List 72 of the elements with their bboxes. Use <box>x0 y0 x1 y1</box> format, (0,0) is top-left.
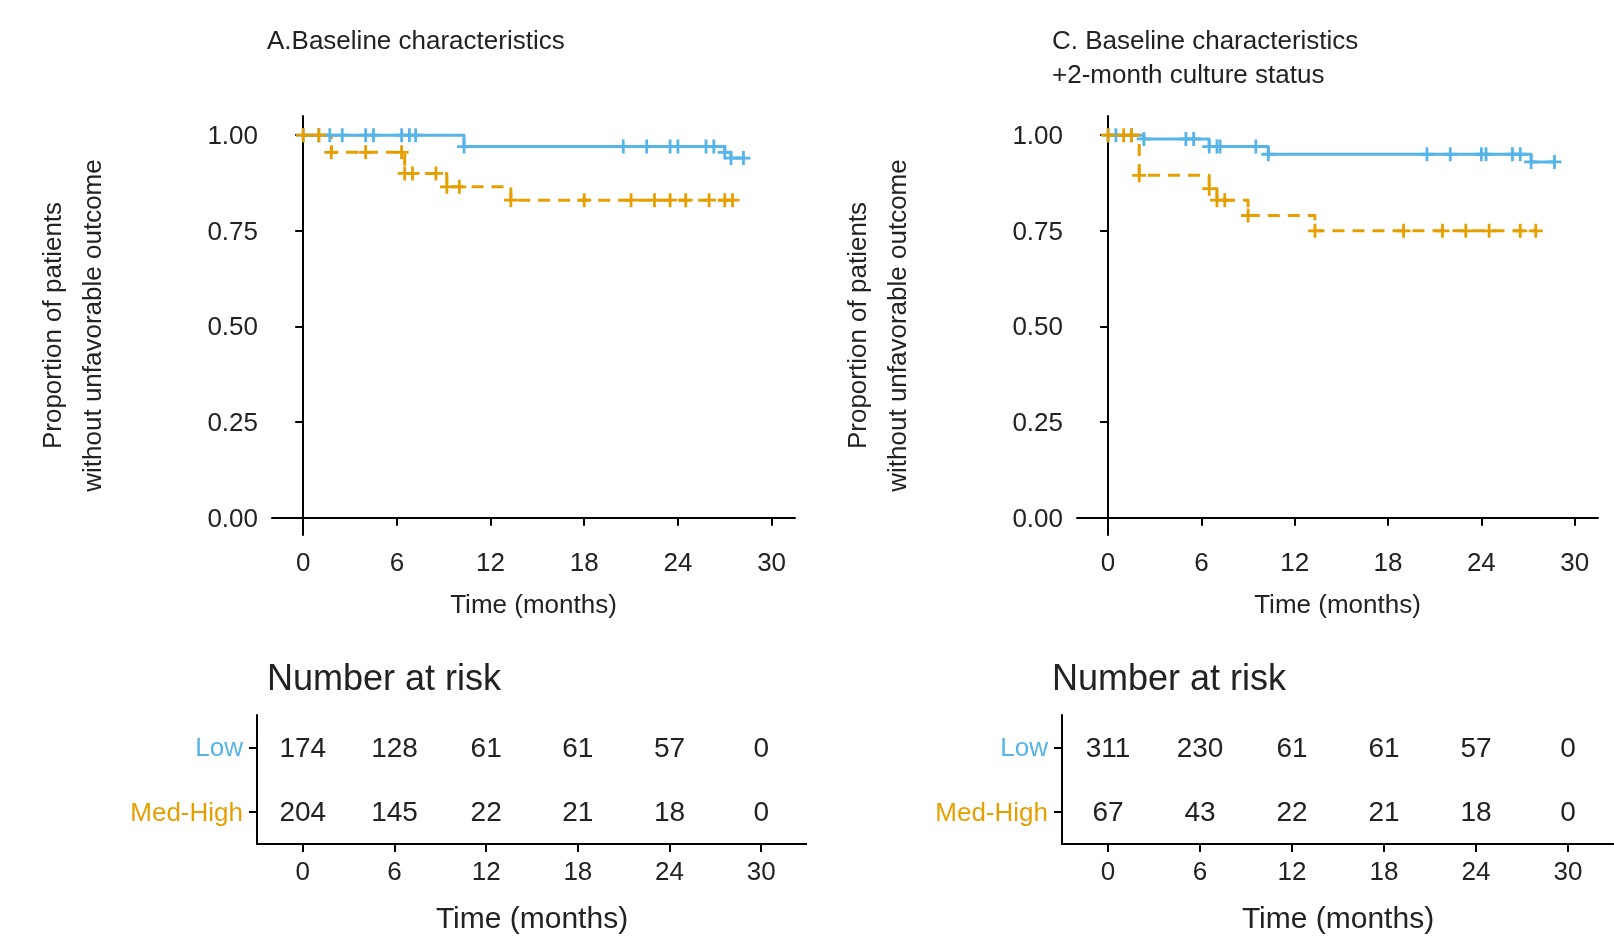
x-tick-label: 24 <box>655 856 684 886</box>
x-axis-title: Time (months) <box>435 900 629 934</box>
x-tick-label: 0 <box>295 856 311 886</box>
x-axis-title: Time (months) <box>450 589 617 619</box>
y-tick-label: Low <box>1000 732 1049 763</box>
y-tick-label: 0.75 <box>1012 215 1063 246</box>
data-label: 61 <box>470 731 502 763</box>
y-axis-title: Proportion of patients without unfavorable outcome <box>842 159 912 493</box>
y-tick-label: 0.25 <box>207 407 258 438</box>
data-label: 57 <box>1460 731 1492 763</box>
x-tick-label: 6 <box>1192 856 1208 886</box>
data-label: 0 <box>1560 796 1576 828</box>
x-tick-label: 12 <box>471 856 501 886</box>
x-tick-label: 30 <box>757 547 787 577</box>
x-tick-label: 30 <box>1553 856 1583 886</box>
x-tick-label: 0 <box>295 547 311 577</box>
y-tick-label: 0.50 <box>207 311 258 342</box>
x-tick-label: 18 <box>1373 547 1403 577</box>
data-label: 57 <box>653 731 686 763</box>
y-tick-label: Low <box>195 732 244 763</box>
data-label: 230 <box>1176 731 1224 763</box>
data-label: 145 <box>371 796 418 828</box>
x-axis-title: Time (months) <box>1254 589 1421 619</box>
x-axis-title: Time (months) <box>1241 900 1435 934</box>
data-label: 61 <box>1276 731 1308 763</box>
data-label: 43 <box>1184 796 1216 828</box>
chart-title: A.Baseline characteristics <box>267 25 565 55</box>
x-tick-label: 18 <box>1369 856 1399 886</box>
x-tick-label: 6 <box>1194 547 1209 577</box>
data-label: 174 <box>279 731 327 763</box>
chart-title: C. Baseline characteristics +2-month culture status <box>1052 25 1359 89</box>
x-tick-label: 18 <box>563 856 593 886</box>
data-label: 204 <box>279 796 327 828</box>
x-tick-label: 12 <box>1277 856 1307 886</box>
y-tick-label: 0.75 <box>207 215 258 246</box>
x-tick-label: 18 <box>569 547 599 577</box>
y-axis-title: Proportion of patients without unfavorable outcome <box>37 159 107 493</box>
y-tick-label: 0.50 <box>1012 311 1063 342</box>
y-tick-label: Med-High <box>130 796 243 827</box>
x-tick-label: 24 <box>1461 856 1491 886</box>
y-tick-label: Med-High <box>935 796 1048 827</box>
data-label: 311 <box>1085 731 1131 763</box>
x-tick-label: 24 <box>1466 547 1496 577</box>
x-tick-label: 6 <box>389 547 405 577</box>
x-tick-label: 0 <box>1100 547 1116 577</box>
data-label: 21 <box>562 796 594 828</box>
data-label: 67 <box>1092 796 1124 828</box>
y-tick-label: 0.00 <box>1012 502 1063 533</box>
x-tick-label: 12 <box>476 547 506 577</box>
y-tick-label: 0.00 <box>207 502 258 533</box>
chart-title: Number at risk <box>1052 656 1288 698</box>
y-tick-label: 1.00 <box>207 120 258 151</box>
data-label: 22 <box>470 796 502 828</box>
data-label: 61 <box>1368 731 1400 763</box>
data-label: 0 <box>753 796 769 828</box>
data-label: 18 <box>653 796 686 828</box>
data-label: 22 <box>1276 796 1308 828</box>
x-tick-label: 30 <box>746 856 776 886</box>
data-label: 18 <box>1460 796 1492 828</box>
chart-title: Number at risk <box>267 656 503 698</box>
data-label: 0 <box>753 731 769 763</box>
data-label: 21 <box>1368 796 1400 828</box>
x-tick-label: 0 <box>1100 856 1116 886</box>
x-tick-label: 24 <box>663 547 693 577</box>
y-tick-label: 0.25 <box>1012 407 1063 438</box>
data-label: 0 <box>1560 731 1576 763</box>
data-label: 61 <box>562 731 594 763</box>
x-tick-label: 30 <box>1560 547 1590 577</box>
x-tick-label: 12 <box>1280 547 1310 577</box>
data-label: 128 <box>371 731 418 763</box>
x-tick-label: 6 <box>387 856 402 886</box>
y-tick-label: 1.00 <box>1012 120 1063 151</box>
